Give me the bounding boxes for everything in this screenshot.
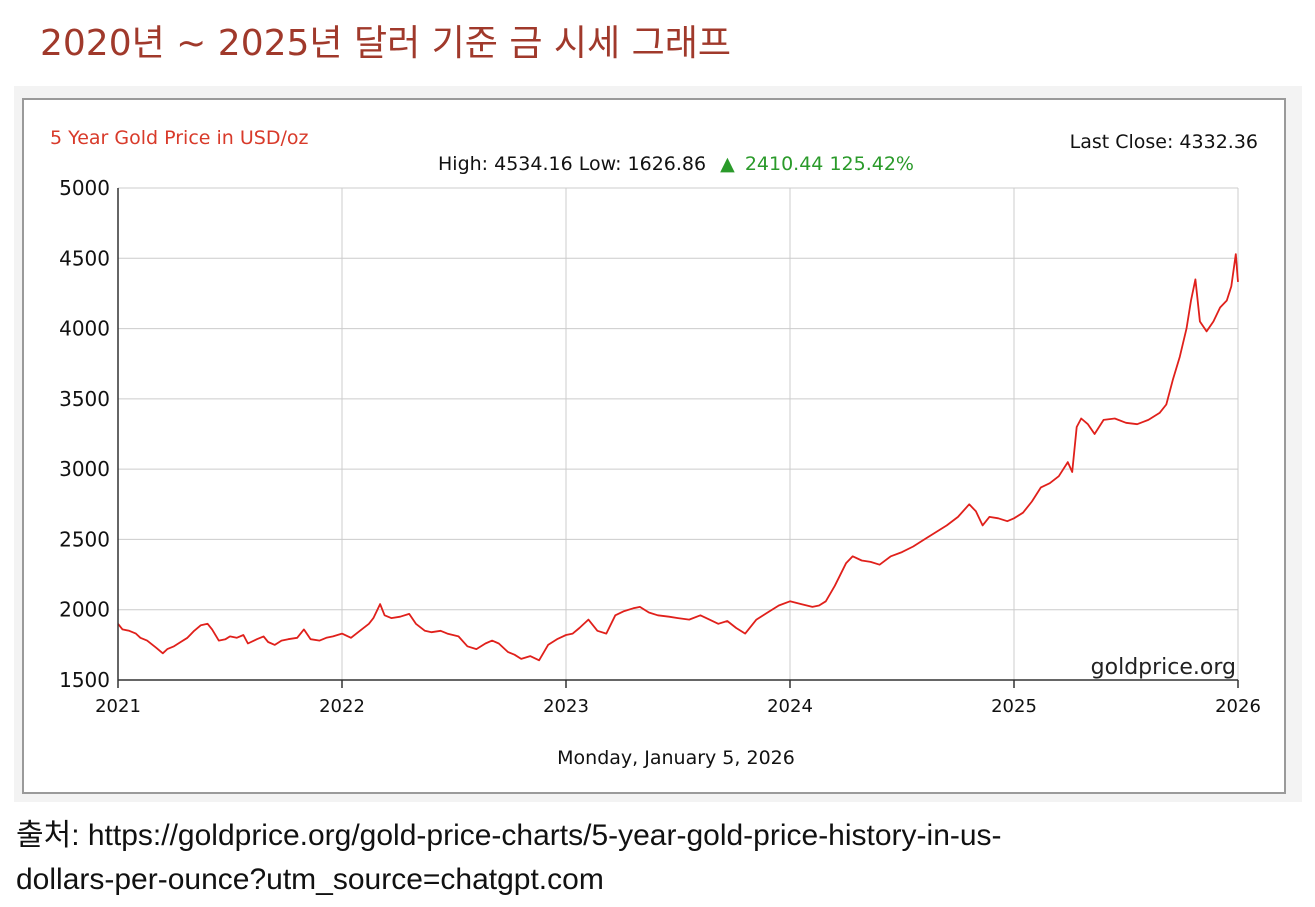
change-arrow-icon: ▲ [720, 153, 735, 175]
chart-frame: 2021 2022 2023 2024 2025 2026 5000 4500 4000 3500… [22, 98, 1286, 794]
price-line-layer [117, 253, 1239, 662]
watermark: goldprice.org [1091, 655, 1236, 680]
x-tick-label: 2024 [767, 696, 813, 717]
x-tick-label: 2021 [95, 696, 141, 717]
last-close-label: Last Close: 4332.36 [1070, 131, 1258, 153]
gold-price-line [117, 253, 1239, 662]
high-low-text: High: 4534.16 Low: 1626.86 [438, 153, 706, 175]
y-tick-label: 3000 [59, 457, 110, 481]
source-line-1: 출처: https://goldprice.org/gold-price-cha… [16, 819, 1002, 852]
y-tick-label: 3500 [59, 387, 110, 411]
source-line-2: dollars-per-ounce?utm_source=chatgpt.com [16, 863, 604, 896]
page-title: 2020년 ~ 2025년 달러 기준 금 시세 그래프 [40, 23, 731, 64]
x-tick-label: 2025 [991, 696, 1037, 717]
x-tick-label: 2026 [1215, 696, 1261, 717]
x-tick-label: 2023 [543, 696, 589, 717]
source-citation: 출처: https://goldprice.org/gold-price-cha… [16, 814, 1306, 902]
y-tick-label: 1500 [59, 668, 110, 692]
y-tick-label: 2500 [59, 527, 110, 551]
y-tick-label: 5000 [59, 176, 110, 200]
change-text: 2410.44 125.42% [745, 153, 914, 175]
footer-date: Monday, January 5, 2026 [557, 747, 795, 769]
stats-line: High: 4534.16 Low: 1626.86 ▲ 2410.44 125… [438, 153, 914, 175]
y-tick-label: 4500 [59, 246, 110, 270]
x-tick-label: 2022 [319, 696, 365, 717]
y-tick-label: 2000 [59, 598, 110, 622]
grid-lines [117, 187, 1239, 681]
chart-title: 5 Year Gold Price in USD/oz [50, 127, 308, 149]
y-tick-label: 4000 [59, 317, 110, 341]
axes: 2021 2022 2023 2024 2025 2026 5000 4500 4000 3500… [59, 176, 1261, 717]
gold-price-chart: 2021 2022 2023 2024 2025 2026 5000 4500 4000 3500… [50, 127, 1261, 769]
